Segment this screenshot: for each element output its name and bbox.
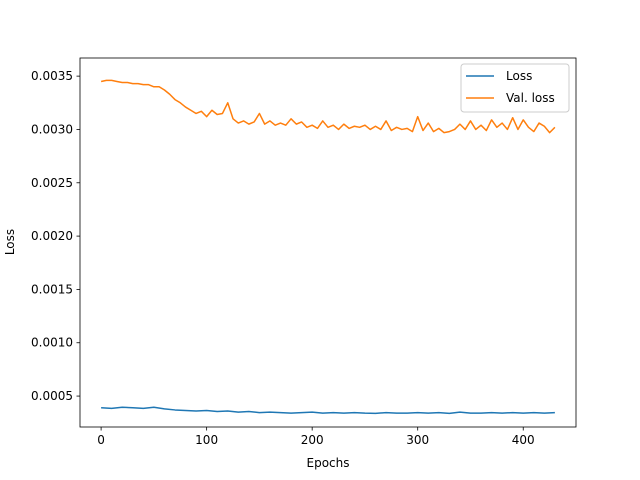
series-layer <box>100 79 556 415</box>
x-axis: 0 100 200 300 400 <box>97 427 535 447</box>
x-tick-label: 100 <box>195 433 218 447</box>
y-axis: 0.0005 0.0010 0.0015 0.0020 0.0025 0.0030 0.00… <box>31 69 80 403</box>
series-line-1 <box>100 79 556 134</box>
x-tick-label: 0 <box>97 433 105 447</box>
series-line-0 <box>101 406 555 415</box>
y-tick-label: 0.0030 <box>31 122 73 136</box>
legend-label-1: Val. loss <box>506 91 555 105</box>
x-axis-label: Epochs <box>307 456 350 470</box>
plot-frame <box>79 57 577 428</box>
y-axis-label: Loss <box>3 229 17 255</box>
y-tick-label: 0.0025 <box>31 176 73 190</box>
y-tick-label: 0.0005 <box>31 389 73 403</box>
plot-background <box>80 58 576 427</box>
y-tick-label: 0.0020 <box>31 229 73 243</box>
y-tick-label: 0.0035 <box>31 69 73 83</box>
x-tick-label: 300 <box>406 433 429 447</box>
x-tick-label: 200 <box>301 433 324 447</box>
legend: Loss Val. loss <box>460 63 570 113</box>
y-tick-label: 0.0015 <box>31 282 73 296</box>
legend-label-0: Loss <box>506 69 532 83</box>
x-tick-label: 400 <box>512 433 535 447</box>
y-tick-label: 0.0010 <box>31 336 73 350</box>
